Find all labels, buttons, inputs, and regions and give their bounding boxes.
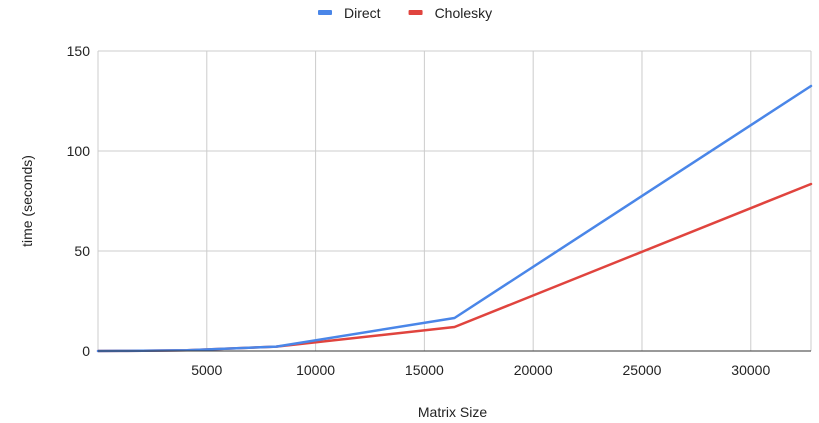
y-tick-label: 150 (67, 43, 91, 59)
x-tick-label: 5000 (191, 362, 222, 378)
legend: Direct Cholesky (318, 5, 492, 21)
y-tick-label: 50 (74, 243, 90, 259)
y-tick-label: 100 (67, 143, 91, 159)
legend-label-direct: Direct (344, 5, 381, 21)
y-axis-ticks: 0 50 100 150 (67, 43, 91, 359)
y-axis-title: time (seconds) (19, 155, 35, 247)
legend-label-cholesky: Cholesky (435, 5, 493, 21)
x-tick-label: 10000 (296, 362, 335, 378)
legend-swatch-direct (318, 10, 332, 15)
grid (97, 50, 812, 351)
x-tick-label: 30000 (731, 362, 770, 378)
series-line-cholesky (96, 182, 813, 353)
x-tick-label: 25000 (623, 362, 662, 378)
legend-swatch-cholesky (408, 10, 423, 15)
series-line-direct (96, 84, 813, 353)
series-group (96, 84, 813, 353)
x-tick-label: 20000 (514, 362, 553, 378)
y-tick-label: 0 (82, 343, 90, 359)
x-axis-title: Matrix Size (418, 404, 487, 420)
x-axis-ticks: 5000 10000 15000 20000 25000 30000 (191, 362, 770, 378)
x-tick-label: 15000 (405, 362, 444, 378)
